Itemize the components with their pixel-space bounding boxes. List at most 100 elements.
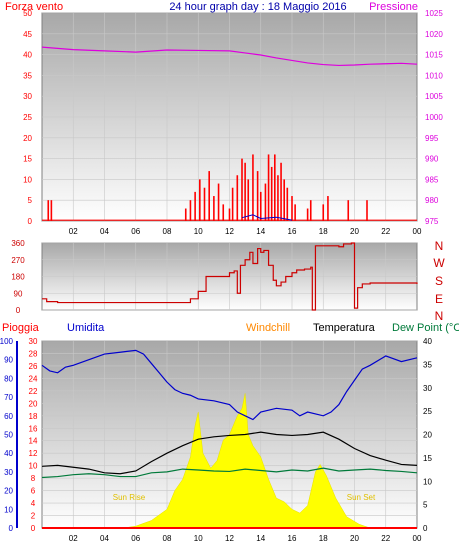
x-tick-label: 04 bbox=[100, 227, 109, 236]
pressure-tick-label: 980 bbox=[425, 196, 439, 205]
wind-tick-label: 50 bbox=[23, 9, 32, 18]
wind-tick-label: 5 bbox=[28, 196, 33, 205]
solar-area bbox=[123, 393, 371, 529]
humidity-tick-label: 50 bbox=[4, 431, 13, 440]
rain-tick-label: 10 bbox=[29, 462, 38, 471]
rain-tick-label: 20 bbox=[29, 399, 38, 408]
x-tick-label: 16 bbox=[288, 534, 297, 543]
humidity-line bbox=[41, 349, 418, 421]
legend-windchill: Windchill bbox=[246, 322, 290, 334]
wind-tick-label: 35 bbox=[23, 71, 32, 80]
wind-tick-label: 40 bbox=[23, 51, 32, 60]
rain-tick-label: 26 bbox=[29, 362, 38, 371]
rain-tick-label: 16 bbox=[29, 424, 38, 433]
humidity-tick-label: 60 bbox=[4, 412, 13, 421]
pressure-tick-label: 1010 bbox=[425, 71, 443, 80]
compass-label: S bbox=[435, 274, 443, 288]
humidity-tick-label: 80 bbox=[4, 374, 13, 383]
x-tick-label: 00 bbox=[413, 227, 422, 236]
compass-label: W bbox=[433, 256, 445, 270]
x-tick-label: 08 bbox=[163, 534, 172, 543]
x-tick-label: 22 bbox=[381, 227, 390, 236]
temp-tick-label: 30 bbox=[423, 384, 432, 393]
rain-tick-label: 24 bbox=[29, 374, 38, 383]
humidity-tick-label: 70 bbox=[4, 393, 13, 402]
wind-tick-label: 25 bbox=[23, 113, 32, 122]
direction-tick-label: 90 bbox=[14, 289, 23, 298]
direction-tick-label: 360 bbox=[11, 239, 25, 248]
pressure-line bbox=[41, 46, 418, 67]
humidity-tick-label: 20 bbox=[4, 487, 13, 496]
x-tick-label: 14 bbox=[256, 534, 265, 543]
sunset-label: Sun Set bbox=[347, 493, 376, 502]
x-tick-label: 00 bbox=[413, 534, 422, 543]
direction-tick-label: 0 bbox=[16, 306, 21, 315]
rain-tick-label: 8 bbox=[31, 474, 36, 483]
direction-tick-label: 180 bbox=[11, 273, 25, 282]
x-tick-label: 10 bbox=[194, 534, 203, 543]
rain-tick-label: 2 bbox=[31, 512, 36, 521]
rain-tick-label: 14 bbox=[29, 437, 38, 446]
humidity-tick-label: 40 bbox=[4, 449, 13, 458]
humidity-tick-label: 10 bbox=[4, 505, 13, 514]
direction-tick-label: 270 bbox=[11, 256, 25, 265]
temp-tick-label: 5 bbox=[423, 501, 428, 510]
pressure-tick-label: 1015 bbox=[425, 51, 443, 60]
x-tick-label: 20 bbox=[350, 227, 359, 236]
temp-tick-label: 15 bbox=[423, 454, 432, 463]
legend-humidity: Umidita bbox=[67, 322, 105, 334]
rain-tick-label: 18 bbox=[29, 412, 38, 421]
x-tick-label: 02 bbox=[69, 227, 78, 236]
pressure-tick-label: 1020 bbox=[425, 30, 443, 39]
wind-tick-label: 10 bbox=[23, 175, 32, 184]
rain-tick-label: 28 bbox=[29, 349, 38, 358]
x-tick-label: 06 bbox=[131, 534, 140, 543]
direction-line bbox=[42, 242, 418, 311]
temp-tick-label: 10 bbox=[423, 477, 432, 486]
compass-label: E bbox=[435, 292, 443, 306]
legend-rain: Pioggia bbox=[2, 322, 40, 334]
humidity-tick-label: 30 bbox=[4, 468, 13, 477]
wind-tick-label: 20 bbox=[23, 134, 32, 143]
pressure-tick-label: 1005 bbox=[425, 92, 443, 101]
pressure-axis-label: Pressione bbox=[369, 1, 418, 13]
x-tick-label: 04 bbox=[100, 534, 109, 543]
x-tick-label: 14 bbox=[256, 227, 265, 236]
rain-tick-label: 6 bbox=[31, 487, 36, 496]
wind-tick-label: 0 bbox=[28, 217, 33, 226]
wind-tick-label: 15 bbox=[23, 155, 32, 164]
pressure-tick-label: 1025 bbox=[425, 9, 443, 18]
pressure-tick-label: 995 bbox=[425, 134, 439, 143]
grid-lines bbox=[42, 12, 417, 529]
temp-tick-label: 35 bbox=[423, 360, 432, 369]
x-tick-label: 12 bbox=[225, 227, 234, 236]
plot-area bbox=[41, 46, 418, 529]
sunrise-label: Sun Rise bbox=[113, 493, 146, 502]
rain-tick-label: 30 bbox=[29, 337, 38, 346]
legend-temperature: Temperatura bbox=[313, 322, 376, 334]
pressure-tick-label: 1000 bbox=[425, 113, 443, 122]
x-tick-label: 22 bbox=[381, 534, 390, 543]
compass-label: N bbox=[435, 309, 444, 323]
temp-tick-label: 25 bbox=[423, 407, 432, 416]
pressure-tick-label: 975 bbox=[425, 217, 439, 226]
pressure-tick-label: 985 bbox=[425, 175, 439, 184]
x-tick-label: 08 bbox=[163, 227, 172, 236]
x-tick-label: 12 bbox=[225, 534, 234, 543]
temp-tick-label: 20 bbox=[423, 431, 432, 440]
x-tick-label: 10 bbox=[194, 227, 203, 236]
temp-tick-label: 0 bbox=[423, 524, 428, 533]
humidity-tick-label: 0 bbox=[9, 524, 14, 533]
wind-tick-label: 30 bbox=[23, 92, 32, 101]
x-tick-label: 02 bbox=[69, 534, 78, 543]
x-tick-label: 06 bbox=[131, 227, 140, 236]
humidity-tick-label: 90 bbox=[4, 356, 13, 365]
x-tick-label: 16 bbox=[288, 227, 297, 236]
rain-tick-label: 4 bbox=[31, 499, 36, 508]
dewpoint-line bbox=[41, 467, 418, 479]
x-tick-label: 18 bbox=[319, 534, 328, 543]
chart-title: 24 hour graph day : 18 Maggio 2016 bbox=[169, 1, 346, 13]
rain-tick-label: 22 bbox=[29, 387, 38, 396]
